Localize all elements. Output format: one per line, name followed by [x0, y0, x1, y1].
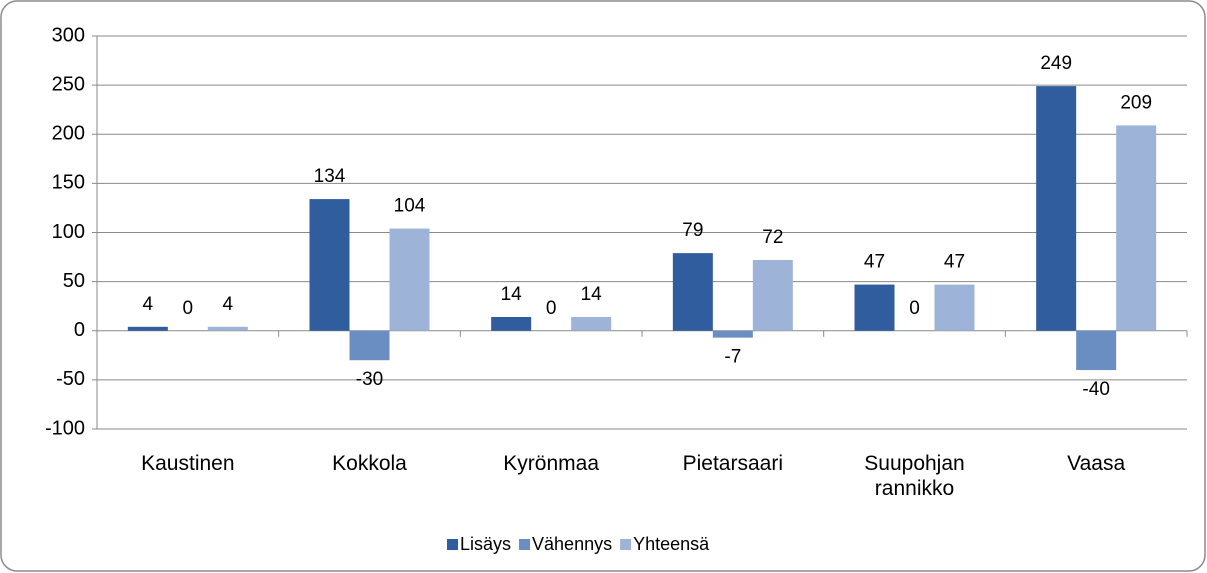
x-tick-label: Vaasa — [1067, 452, 1126, 475]
y-tick-label: -50 — [56, 368, 85, 390]
bar — [1036, 86, 1077, 331]
y-tick-label: 50 — [63, 270, 85, 292]
bar — [127, 326, 168, 331]
bar — [712, 330, 753, 338]
bar — [309, 199, 350, 331]
bar — [491, 316, 532, 331]
legend-label: Vähennys — [532, 534, 612, 554]
data-label: -7 — [724, 347, 741, 368]
legend-swatch — [519, 539, 531, 550]
data-label: 4 — [223, 294, 234, 315]
y-tick-label: -100 — [45, 417, 85, 439]
y-tick-label: 0 — [74, 319, 85, 341]
x-tick-label: Kokkola — [332, 452, 407, 475]
bar — [389, 228, 430, 331]
data-label: 134 — [314, 166, 346, 187]
y-tick-label: 150 — [52, 172, 85, 194]
legend-swatch — [447, 539, 458, 550]
bar — [571, 316, 612, 331]
x-tick-label: Pietarsaari — [682, 452, 784, 475]
data-label: 79 — [682, 220, 703, 241]
x-tick-label: Suupohjan rannikko — [864, 452, 965, 500]
data-label: 0 — [546, 298, 557, 319]
x-tick-label: Kyrönmaa — [503, 452, 600, 475]
bar — [854, 284, 895, 331]
bar — [672, 253, 713, 331]
y-tick-label: 200 — [52, 123, 85, 145]
y-tick-label: 300 — [52, 24, 85, 46]
bar — [1076, 330, 1117, 371]
data-label: 14 — [581, 284, 603, 305]
bar — [349, 330, 390, 361]
data-label: 14 — [501, 284, 523, 305]
data-label: 0 — [909, 298, 920, 319]
data-label: -30 — [356, 369, 383, 390]
y-tick-label: 100 — [52, 221, 85, 243]
legend-label: Lisäys — [460, 534, 511, 554]
bar — [1116, 125, 1157, 331]
data-label: 249 — [1040, 53, 1072, 74]
data-label: 47 — [864, 252, 885, 273]
data-label: 72 — [762, 227, 783, 248]
data-label: 0 — [183, 298, 194, 319]
bar — [752, 260, 793, 331]
legend-label: Yhteensä — [633, 534, 710, 554]
data-label: 209 — [1120, 92, 1152, 113]
bar — [207, 326, 248, 331]
legend-swatch — [620, 539, 632, 550]
data-label: 104 — [394, 196, 426, 217]
y-tick-label: 250 — [52, 73, 85, 95]
data-label: 4 — [143, 294, 154, 315]
bar — [934, 284, 975, 331]
data-label: -40 — [1082, 379, 1109, 400]
x-tick-label: Kaustinen — [141, 452, 235, 475]
data-label: 47 — [944, 252, 965, 273]
